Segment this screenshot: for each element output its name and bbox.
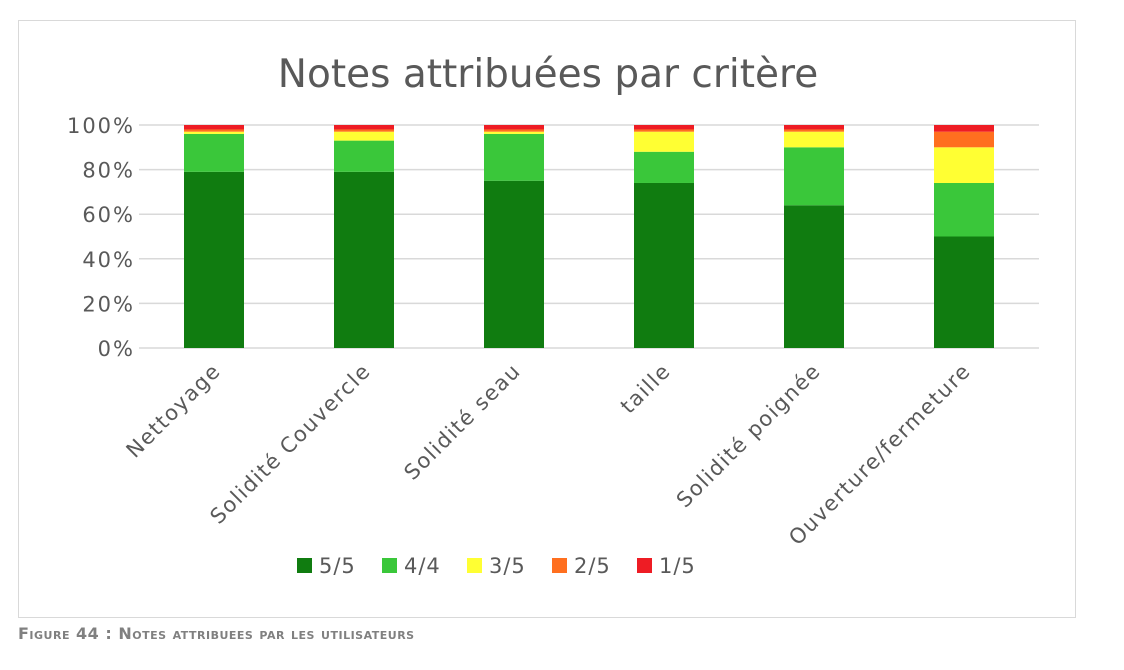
bar-segment — [334, 131, 394, 141]
x-category-label: Nettoyage — [122, 359, 226, 463]
stacked-bar-chart: Notes attribuées par critère 0% 20% 40% 60%… — [67, 52, 1039, 578]
bar-segment — [334, 171, 394, 348]
y-tick-label: 20% — [82, 292, 135, 316]
y-tick-label: 100% — [67, 114, 135, 138]
bar-segment — [634, 125, 694, 130]
bar-segment — [934, 236, 994, 348]
bar-segment — [184, 171, 244, 348]
bar-segment — [634, 151, 694, 183]
legend-swatch — [297, 558, 312, 573]
bar-segment — [484, 131, 544, 134]
bar-segment — [784, 131, 844, 148]
bar-segment — [934, 182, 994, 237]
legend-label: 3/5 — [489, 554, 526, 578]
bar-segment — [634, 129, 694, 132]
legend-label: 1/5 — [659, 554, 696, 578]
x-category-label: Solidité seau — [399, 359, 525, 485]
x-category-label: Solidité poignée — [672, 359, 826, 513]
x-category-label: taille — [616, 359, 676, 419]
y-tick-label: 80% — [82, 159, 135, 183]
legend-swatch — [552, 558, 567, 573]
bar-segment — [934, 147, 994, 183]
bar-segment — [184, 129, 244, 132]
legend-label: 4/4 — [404, 554, 441, 578]
legend-label: 2/5 — [574, 554, 611, 578]
y-axis-ticks: 0% 20% 40% 60% 80% 100% — [67, 114, 135, 361]
bar-segment — [334, 129, 394, 132]
bar-segment — [484, 125, 544, 130]
bar-segment — [634, 182, 694, 348]
chart-frame: Notes attribuées par critère 0% 20% 40% 60%… — [18, 20, 1076, 618]
bar-segment — [784, 205, 844, 348]
bar-segment — [634, 131, 694, 152]
bar-segment — [184, 133, 244, 172]
legend-swatch — [637, 558, 652, 573]
bar-segment — [484, 129, 544, 132]
bar-segment — [484, 180, 544, 348]
y-tick-label: 0% — [98, 337, 135, 361]
bar-segment — [784, 147, 844, 206]
chart-title: Notes attribuées par critère — [278, 52, 818, 97]
legend-label: 5/5 — [319, 554, 356, 578]
x-category-label: Solidité Couvercle — [205, 359, 375, 529]
y-tick-label: 40% — [82, 248, 135, 272]
bar-segment — [484, 133, 544, 181]
legend: 5/5 4/4 3/5 2/5 1/5 — [297, 554, 696, 578]
figure-caption: Figure 44 : Notes attribuees par les uti… — [18, 624, 415, 643]
bar-segment — [934, 131, 994, 148]
bar-segment — [934, 125, 994, 132]
bar-segment — [184, 131, 244, 134]
bars — [184, 125, 994, 348]
bar-segment — [784, 125, 844, 130]
bar-segment — [784, 129, 844, 132]
gridlines — [139, 124, 1039, 349]
bar-segment — [334, 125, 394, 130]
y-tick-label: 60% — [82, 203, 135, 227]
bar-segment — [334, 140, 394, 172]
legend-swatch — [467, 558, 482, 573]
bar-segment — [184, 125, 244, 130]
legend-swatch — [382, 558, 397, 573]
